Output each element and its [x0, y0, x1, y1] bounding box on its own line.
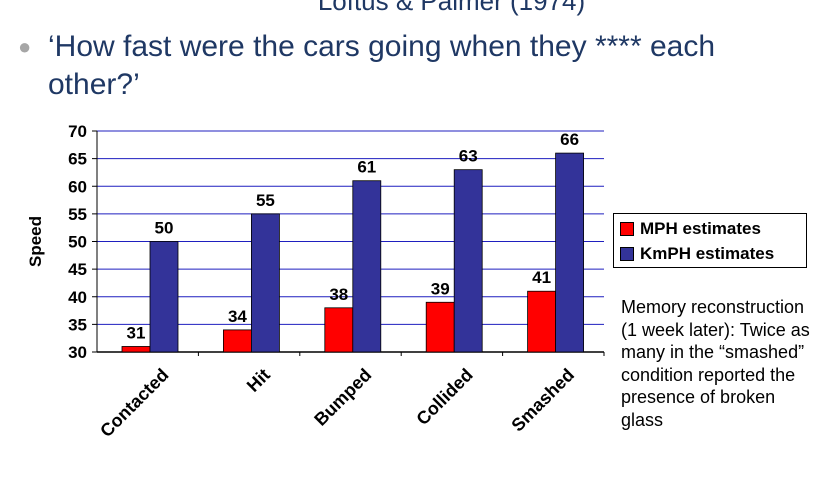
- bar-kmph: [453, 169, 483, 353]
- bar-mph: [425, 301, 455, 353]
- y-tick-label: 65: [68, 150, 87, 169]
- bar-mph: [324, 307, 354, 353]
- bar-mph: [121, 346, 151, 353]
- bar-kmph: [352, 180, 382, 353]
- bullet-dot-icon: ●: [18, 34, 32, 59]
- data-label: 63: [459, 147, 478, 166]
- data-label: 55: [256, 191, 275, 210]
- bar-kmph: [250, 213, 280, 353]
- x-tick-label: Smashed: [507, 365, 578, 436]
- legend-swatch-mph: [620, 222, 634, 236]
- x-tick-label: Bumped: [310, 365, 375, 430]
- bar-mph: [222, 329, 252, 353]
- y-tick-label: 45: [68, 260, 87, 279]
- legend-label-kmph: KmPH estimates: [640, 244, 775, 263]
- data-label: 41: [532, 268, 551, 287]
- legend-label-mph: MPH estimates: [640, 219, 761, 238]
- chart-legend: MPH estimates KmPH estimates: [613, 213, 807, 268]
- data-label: 39: [431, 279, 450, 298]
- y-tick-label: 50: [68, 233, 87, 252]
- data-label: 31: [127, 323, 146, 342]
- data-label: 34: [228, 307, 247, 326]
- legend-item-mph: MPH estimates: [620, 218, 761, 240]
- x-tick-label: Contacted: [96, 365, 172, 441]
- y-tick-label: 70: [68, 122, 87, 141]
- data-label: 66: [560, 130, 579, 149]
- y-tick-label: 40: [68, 288, 87, 307]
- y-tick-label: 60: [68, 177, 87, 196]
- legend-item-kmph: KmPH estimates: [620, 243, 774, 265]
- y-axis-label: Speed: [26, 216, 45, 267]
- legend-swatch-kmph: [620, 247, 634, 261]
- bar-kmph: [149, 241, 179, 353]
- y-tick-label: 55: [68, 205, 87, 224]
- slide-title: Loftus & Palmer (1974): [317, 0, 586, 16]
- x-tick-label: Hit: [243, 365, 274, 396]
- data-label: 61: [357, 158, 376, 177]
- data-label: 38: [329, 285, 348, 304]
- y-tick-label: 30: [68, 343, 87, 362]
- bar-mph: [527, 290, 556, 353]
- data-label: 50: [155, 219, 174, 238]
- bar-kmph: [555, 152, 584, 353]
- bullet-text: ‘How fast were the cars going when they …: [48, 30, 716, 101]
- memory-note: Memory reconstruction (1 week later): Tw…: [621, 297, 810, 430]
- x-tick-label: Collided: [412, 365, 476, 429]
- y-tick-label: 35: [68, 315, 87, 334]
